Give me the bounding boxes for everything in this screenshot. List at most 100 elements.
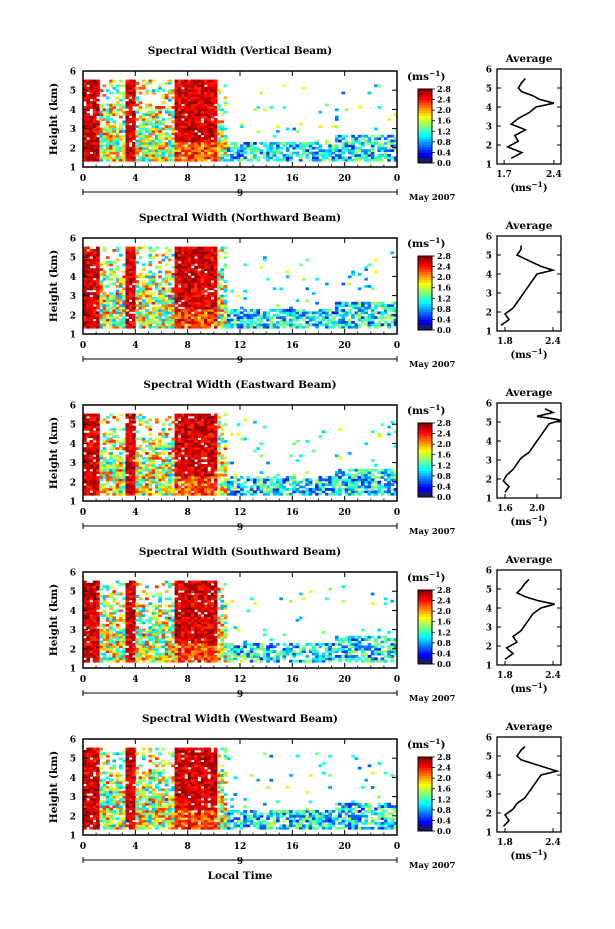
heatmap-cell — [158, 289, 162, 293]
heatmap-cell — [207, 149, 211, 152]
heatmap-cell — [334, 154, 339, 157]
heatmap-cell — [370, 485, 375, 489]
heatmap-cell — [207, 268, 211, 271]
heatmap-cell — [177, 292, 182, 295]
heatmap-cell — [256, 323, 261, 327]
heatmap-cell — [112, 273, 117, 276]
heatmap-cell — [220, 318, 225, 322]
heatmap-cell — [184, 110, 189, 114]
heatmap-cell — [282, 480, 287, 484]
heatmap-cell — [174, 413, 179, 417]
heatmap-cell — [138, 485, 143, 489]
heatmap-cell — [200, 292, 205, 295]
panel-title: Spectral Width (Eastward Beam) — [143, 379, 336, 391]
heatmap-cell — [194, 454, 198, 458]
heatmap-cell — [112, 299, 117, 303]
heatmap-cell — [200, 106, 205, 109]
heatmap-cell — [361, 473, 365, 477]
heatmap-cell — [204, 420, 208, 424]
heatmap-cell — [387, 118, 391, 121]
heatmap-cell — [122, 263, 126, 267]
heatmap-cell — [122, 325, 126, 329]
heatmap-cell — [187, 86, 192, 90]
heatmap-cell — [213, 311, 218, 315]
heatmap-cell — [295, 146, 300, 150]
heatmap-cell — [204, 488, 208, 491]
heatmap-cell — [207, 413, 211, 417]
heatmap-cell — [168, 423, 172, 426]
heatmap-cell — [223, 488, 228, 491]
heatmap-cell — [168, 156, 172, 160]
heatmap-cell — [132, 306, 136, 310]
heatmap-cell — [119, 282, 123, 286]
heatmap-cell — [125, 294, 130, 298]
heatmap-cell — [357, 325, 362, 329]
heatmap-cell — [89, 103, 94, 107]
heatmap-cell — [148, 280, 153, 283]
heatmap-cell — [177, 430, 182, 434]
heatmap-cell — [115, 473, 120, 477]
heatmap-cell — [204, 485, 208, 489]
heatmap-cell — [132, 285, 136, 288]
heatmap-cell — [354, 311, 359, 315]
heatmap-cell — [357, 106, 362, 109]
heatmap-cell — [141, 113, 146, 116]
heatmap-cell — [204, 301, 208, 305]
heatmap-cell — [190, 292, 195, 295]
heatmap-cell — [187, 127, 192, 131]
heatmap-cell — [92, 101, 97, 104]
heatmap-cell — [132, 246, 136, 250]
heatmap-cell — [164, 156, 169, 160]
heatmap-cell — [184, 137, 189, 140]
heatmap-cell — [112, 130, 117, 133]
heatmap-cell — [164, 96, 169, 100]
heatmap-cell — [128, 258, 133, 262]
heatmap-cell — [141, 154, 146, 157]
heatmap-cell — [138, 437, 143, 441]
heatmap-cell — [181, 440, 185, 443]
heatmap-cell — [155, 282, 159, 286]
heatmap-cell — [217, 294, 221, 298]
heatmap-cell — [347, 478, 352, 482]
heatmap-cell — [92, 464, 97, 467]
heatmap-cell — [132, 452, 136, 455]
heatmap-cell — [204, 432, 208, 436]
heatmap-cell — [158, 323, 162, 327]
heatmap-cell — [92, 306, 97, 310]
colorbar-swatch — [418, 256, 432, 259]
heatmap-cell — [132, 98, 136, 102]
heatmap-cell — [164, 480, 169, 484]
heatmap-cell — [226, 311, 231, 315]
heatmap-cell — [279, 287, 283, 291]
heatmap-cell — [223, 444, 228, 448]
heatmap-cell — [217, 89, 221, 92]
heatmap-cell — [181, 289, 185, 293]
heatmap-cell — [295, 313, 300, 317]
heatmap-cell — [151, 280, 156, 283]
heatmap-cell — [243, 289, 247, 293]
heatmap-cell — [125, 270, 130, 274]
heatmap-cell — [233, 313, 238, 317]
heatmap-cell — [210, 440, 215, 443]
heatmap-cell — [338, 139, 342, 143]
heatmap-cell — [184, 437, 189, 441]
heatmap-cell — [207, 437, 211, 441]
heatmap-cell — [99, 299, 104, 303]
colorbar-swatch — [418, 110, 432, 114]
heatmap-cell — [210, 292, 215, 295]
heatmap-cell — [96, 258, 100, 262]
heatmap-cell — [96, 139, 100, 143]
heatmap-cell — [207, 485, 211, 489]
heatmap-cell — [181, 256, 185, 259]
heatmap-cell — [184, 483, 189, 486]
heatmap-cell — [105, 432, 110, 436]
heatmap-cell — [354, 488, 359, 491]
heatmap-cell — [86, 294, 90, 298]
heatmap-cell — [112, 466, 117, 470]
heatmap-cell — [132, 425, 136, 429]
heatmap-cell — [334, 301, 339, 305]
heatmap-cell — [177, 108, 182, 112]
heatmap-cell — [83, 304, 87, 307]
